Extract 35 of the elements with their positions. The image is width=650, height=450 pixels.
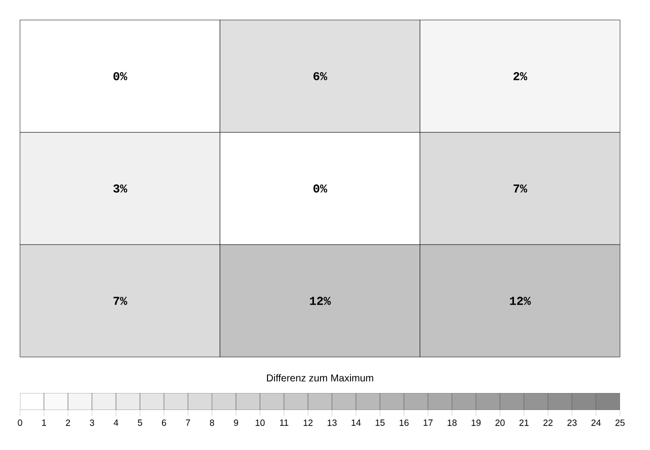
data-label: 2% xyxy=(514,72,528,80)
data-label: 3% xyxy=(113,184,128,193)
color-bar-label: 17 xyxy=(424,420,433,426)
color-bar-label: 1 xyxy=(42,420,46,426)
color-bar-label: 3 xyxy=(90,420,94,426)
color-bar-label: 0 xyxy=(18,420,22,426)
color-bar-label: 15 xyxy=(376,420,385,426)
data-label: 0% xyxy=(113,72,128,80)
color-bar-label: 12 xyxy=(304,420,313,426)
color-bar-label: 11 xyxy=(280,420,288,426)
color-bar-label: 10 xyxy=(256,420,265,426)
color-bar-title: Differenz zum Maximum xyxy=(267,374,374,382)
color-bar-label: 20 xyxy=(495,420,505,426)
color-bar-label: 22 xyxy=(543,420,553,426)
data-label: 0% xyxy=(313,184,328,193)
color-bar-label: 8 xyxy=(210,420,214,426)
color-bar-label: 16 xyxy=(400,420,409,426)
color-bar-label: 7 xyxy=(186,420,190,426)
color-bar-label: 6 xyxy=(162,420,166,426)
color-bar-label: 23 xyxy=(567,420,577,426)
color-bar-label: 21 xyxy=(519,420,529,426)
color-bar-label: 25 xyxy=(615,420,625,426)
color-bar-label: 4 xyxy=(114,420,118,426)
data-label: 7% xyxy=(514,184,528,193)
color-bar-label: 24 xyxy=(591,420,601,426)
data-label: 6% xyxy=(314,72,328,80)
color-bar-label: 2 xyxy=(66,420,70,426)
data-label: 7% xyxy=(114,296,128,305)
color-bar-label: 13 xyxy=(328,420,337,426)
color-bar-label: 18 xyxy=(448,420,457,426)
color-bar-label: 19 xyxy=(472,420,481,426)
data-label: 12% xyxy=(510,296,531,305)
color-bar-label: 5 xyxy=(138,420,142,426)
color-bar-label: 9 xyxy=(234,420,238,426)
color-bar-label: 14 xyxy=(352,420,361,426)
